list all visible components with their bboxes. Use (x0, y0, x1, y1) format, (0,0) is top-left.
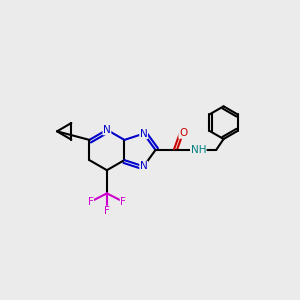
Text: F: F (104, 206, 110, 216)
Text: N: N (140, 161, 148, 171)
Text: N: N (103, 125, 111, 135)
Text: N: N (140, 129, 148, 139)
Text: F: F (120, 197, 126, 207)
Text: F: F (88, 197, 94, 207)
Text: NH: NH (190, 145, 206, 155)
Text: O: O (179, 128, 187, 138)
